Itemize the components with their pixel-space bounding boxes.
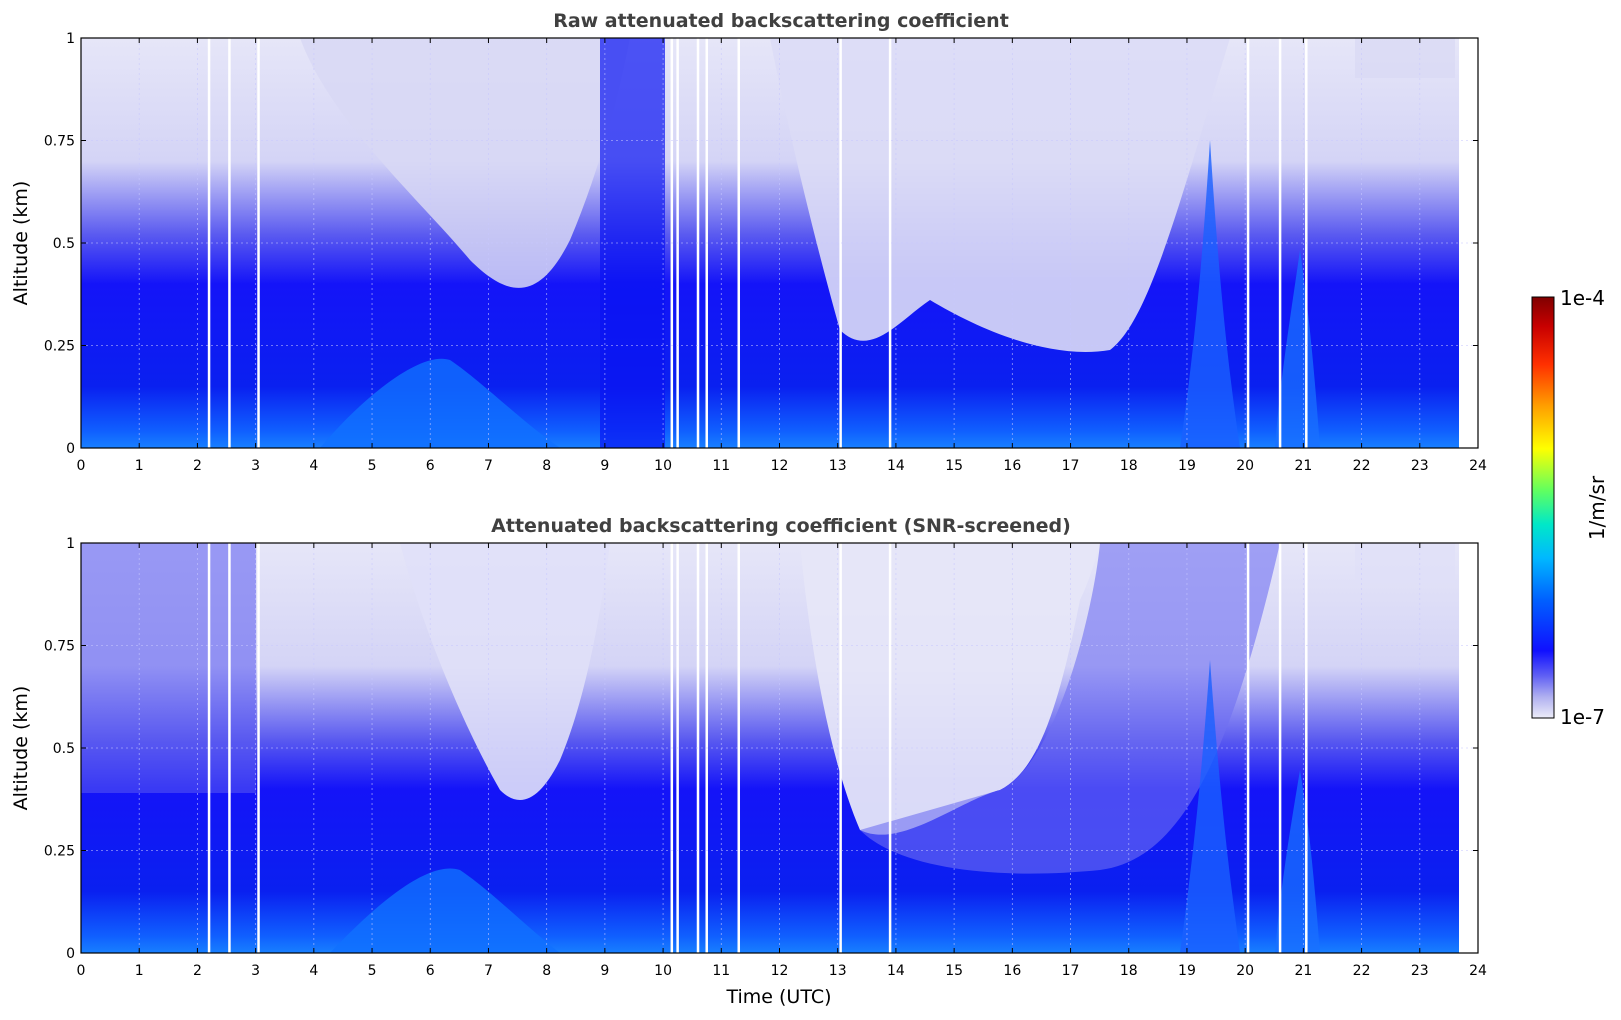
x-tick-label: 16 bbox=[1003, 458, 1021, 474]
x-tick-label: 11 bbox=[712, 963, 730, 979]
x-tick-label: 4 bbox=[309, 963, 318, 979]
x-tick-label: 15 bbox=[945, 963, 963, 979]
colorbar-max-label: 1e-4 bbox=[1560, 286, 1605, 310]
x-tick-label: 17 bbox=[1062, 963, 1080, 979]
convective-plume-2 bbox=[1275, 250, 1320, 448]
x-axis-label: Time (UTC) bbox=[725, 986, 831, 1008]
y-tick-label: 0 bbox=[66, 441, 75, 457]
x-tick-label: 1 bbox=[135, 458, 144, 474]
x-tick-label: 0 bbox=[77, 458, 86, 474]
x-tick-label: 8 bbox=[542, 458, 551, 474]
x-tick-label: 3 bbox=[251, 963, 260, 979]
x-tick-label: 11 bbox=[712, 458, 730, 474]
x-tick-label: 22 bbox=[1353, 458, 1371, 474]
panel-title: Raw attenuated backscattering coefficien… bbox=[553, 10, 1009, 32]
x-tick-label: 20 bbox=[1236, 458, 1254, 474]
x-tick-label: 24 bbox=[1469, 963, 1487, 979]
clear-air-region-afternoon bbox=[800, 543, 1100, 835]
clear-air-region-morning bbox=[300, 38, 630, 288]
x-tick-label: 23 bbox=[1411, 963, 1429, 979]
x-axis: 0 1 2 3 4 5 6 7 8 9 10 11 12 13 14 15 16 17 18 19 20 21 22 23 24 bbox=[77, 38, 1487, 474]
x-tick-label: 5 bbox=[368, 458, 377, 474]
y-axis: 0 0.25 0.5 0.75 1 bbox=[44, 31, 1478, 457]
x-tick-label: 9 bbox=[600, 458, 609, 474]
x-tick-label: 18 bbox=[1120, 963, 1138, 979]
upper-right-clear bbox=[1355, 543, 1455, 583]
x-tick-label: 9 bbox=[600, 963, 609, 979]
y-tick-label: 1 bbox=[66, 31, 75, 47]
clear-air-region-morning bbox=[400, 543, 610, 800]
colorbar: 1e-4 1e-7 1/m/sr bbox=[1531, 286, 1609, 729]
x-tick-label: 19 bbox=[1178, 963, 1196, 979]
x-tick-label: 13 bbox=[829, 963, 847, 979]
panel-raw: Raw attenuated backscattering coefficien… bbox=[10, 10, 1487, 474]
convective-plume-1 bbox=[1180, 140, 1240, 448]
x-tick-label: 20 bbox=[1236, 963, 1254, 979]
x-tick-label: 2 bbox=[193, 963, 202, 979]
x-tick-label: 1 bbox=[135, 963, 144, 979]
x-tick-label: 10 bbox=[654, 458, 672, 474]
x-tick-label: 2 bbox=[193, 458, 202, 474]
aerosol-layer-morning bbox=[320, 358, 560, 448]
grid-lines bbox=[81, 543, 1478, 953]
y-axis-label: Altitude (km) bbox=[10, 686, 32, 811]
intermediate-band-afternoon bbox=[860, 543, 1280, 874]
y-tick-label: 0.5 bbox=[53, 236, 75, 252]
aerosol-layer-morning bbox=[330, 868, 560, 953]
colorbar-min-label: 1e-7 bbox=[1560, 705, 1605, 729]
x-tick-label: 18 bbox=[1120, 458, 1138, 474]
y-tick-label: 0.25 bbox=[44, 339, 75, 355]
x-tick-label: 17 bbox=[1062, 458, 1080, 474]
panel-title: Attenuated backscattering coefficient (S… bbox=[491, 515, 1071, 537]
x-tick-label: 21 bbox=[1294, 963, 1312, 979]
x-tick-label: 8 bbox=[542, 963, 551, 979]
x-tick-label: 3 bbox=[251, 458, 260, 474]
upper-right-clear bbox=[1355, 38, 1455, 78]
x-tick-label: 24 bbox=[1469, 458, 1487, 474]
left-shading bbox=[81, 543, 256, 793]
x-axis: 0 1 2 3 4 5 6 7 8 9 10 11 12 13 14 15 16 17 18 19 20 21 22 23 24 bbox=[77, 543, 1487, 979]
x-tick-label: 14 bbox=[887, 963, 905, 979]
y-tick-label: 0.25 bbox=[44, 844, 75, 860]
convective-plume-2 bbox=[1275, 770, 1320, 953]
y-tick-label: 0.5 bbox=[53, 741, 75, 757]
convective-plume-1 bbox=[1180, 660, 1240, 953]
x-tick-label: 23 bbox=[1411, 458, 1429, 474]
grid-lines bbox=[81, 38, 1478, 448]
y-tick-label: 0 bbox=[66, 946, 75, 962]
x-tick-label: 6 bbox=[426, 458, 435, 474]
x-tick-label: 21 bbox=[1294, 458, 1312, 474]
x-tick-label: 6 bbox=[426, 963, 435, 979]
colorbar-scale bbox=[1531, 296, 1555, 719]
x-tick-label: 16 bbox=[1003, 963, 1021, 979]
x-tick-label: 7 bbox=[484, 458, 493, 474]
x-tick-label: 4 bbox=[309, 458, 318, 474]
x-tick-label: 10 bbox=[654, 963, 672, 979]
colorbar-unit-label: 1/m/sr bbox=[1585, 475, 1609, 540]
x-tick-label: 22 bbox=[1353, 963, 1371, 979]
panel-screened: Attenuated backscattering coefficient (S… bbox=[10, 515, 1487, 1008]
x-tick-label: 0 bbox=[77, 963, 86, 979]
y-tick-label: 0.75 bbox=[44, 639, 75, 655]
y-tick-label: 1 bbox=[66, 536, 75, 552]
x-tick-label: 5 bbox=[368, 963, 377, 979]
x-tick-label: 15 bbox=[945, 458, 963, 474]
x-tick-label: 12 bbox=[771, 458, 789, 474]
y-axis: 0 0.25 0.5 0.75 1 bbox=[44, 536, 1478, 962]
x-tick-label: 13 bbox=[829, 458, 847, 474]
clear-air-region-afternoon bbox=[770, 38, 1230, 352]
y-tick-label: 0.75 bbox=[44, 134, 75, 150]
x-tick-label: 7 bbox=[484, 963, 493, 979]
x-tick-label: 19 bbox=[1178, 458, 1196, 474]
x-tick-label: 12 bbox=[771, 963, 789, 979]
x-tick-label: 14 bbox=[887, 458, 905, 474]
y-axis-label: Altitude (km) bbox=[10, 181, 32, 306]
